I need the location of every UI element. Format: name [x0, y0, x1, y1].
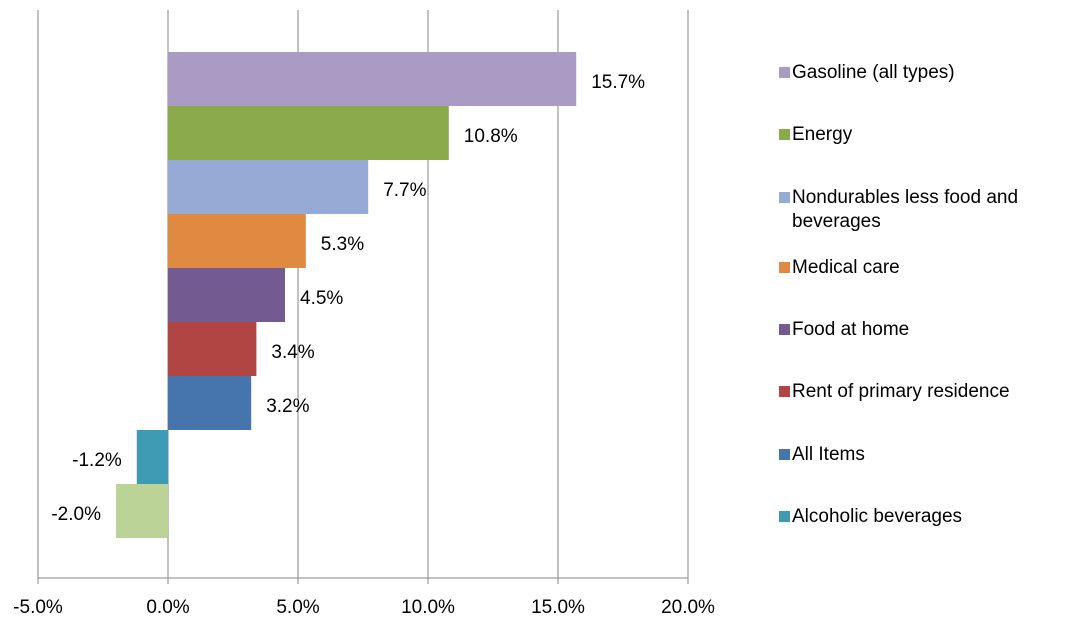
data-label: 10.8% — [464, 126, 518, 147]
legend-label: Energy — [792, 124, 853, 146]
legend-swatch — [779, 261, 790, 273]
legend-label: Medical care — [792, 256, 900, 278]
legend-swatch — [779, 323, 790, 335]
legend-item: Nondurables less food and beverages — [779, 186, 1079, 234]
bar — [168, 106, 449, 160]
bar — [168, 376, 252, 430]
bar — [116, 484, 168, 538]
legend-label: Alcoholic beverages — [792, 505, 963, 527]
data-label: 4.5% — [300, 288, 343, 309]
legend-item: All Items — [779, 443, 1079, 467]
legend-swatch — [779, 191, 790, 203]
x-tick-label: 15.0% — [531, 597, 585, 618]
bar — [168, 322, 257, 376]
data-label: 7.7% — [383, 180, 426, 201]
legend-item: Gasoline (all types) — [779, 61, 1079, 85]
legend-label: All Items — [792, 443, 865, 465]
data-label: 3.2% — [266, 396, 309, 417]
legend-swatch — [779, 510, 790, 522]
bar — [168, 214, 306, 268]
legend-label: Nondurables less food and beverages — [792, 186, 1019, 232]
bar — [168, 160, 369, 214]
x-tick-label: 5.0% — [276, 597, 319, 618]
legend-item: Medical care — [779, 256, 1079, 280]
legend-swatch — [779, 129, 790, 141]
x-tick-label: 10.0% — [401, 597, 455, 618]
legend-label: Gasoline (all types) — [792, 62, 955, 83]
data-label: 3.4% — [271, 342, 314, 363]
bar — [168, 52, 577, 106]
data-label: -2.0% — [51, 504, 101, 525]
data-label: -1.2% — [72, 450, 122, 471]
legend-label: Rent of primary residence — [792, 381, 1010, 403]
x-tick-label: 20.0% — [661, 597, 715, 618]
legend-item: Food at home — [779, 318, 1079, 342]
x-tick-label: 0.0% — [146, 597, 189, 618]
legend-item: Rent of primary residence — [779, 380, 1079, 404]
bar — [136, 430, 168, 484]
legend-item: Energy — [779, 123, 1079, 147]
data-label: 15.7% — [591, 72, 645, 93]
legend-swatch — [779, 448, 790, 460]
legend-swatch — [779, 67, 790, 78]
legend-item: Alcoholic beverages — [779, 505, 1079, 529]
bar — [168, 268, 285, 322]
legend-swatch — [779, 386, 790, 398]
legend-label: Food at home — [792, 318, 910, 340]
x-tick-label: -5.0% — [13, 597, 63, 618]
data-label: 5.3% — [321, 234, 364, 255]
